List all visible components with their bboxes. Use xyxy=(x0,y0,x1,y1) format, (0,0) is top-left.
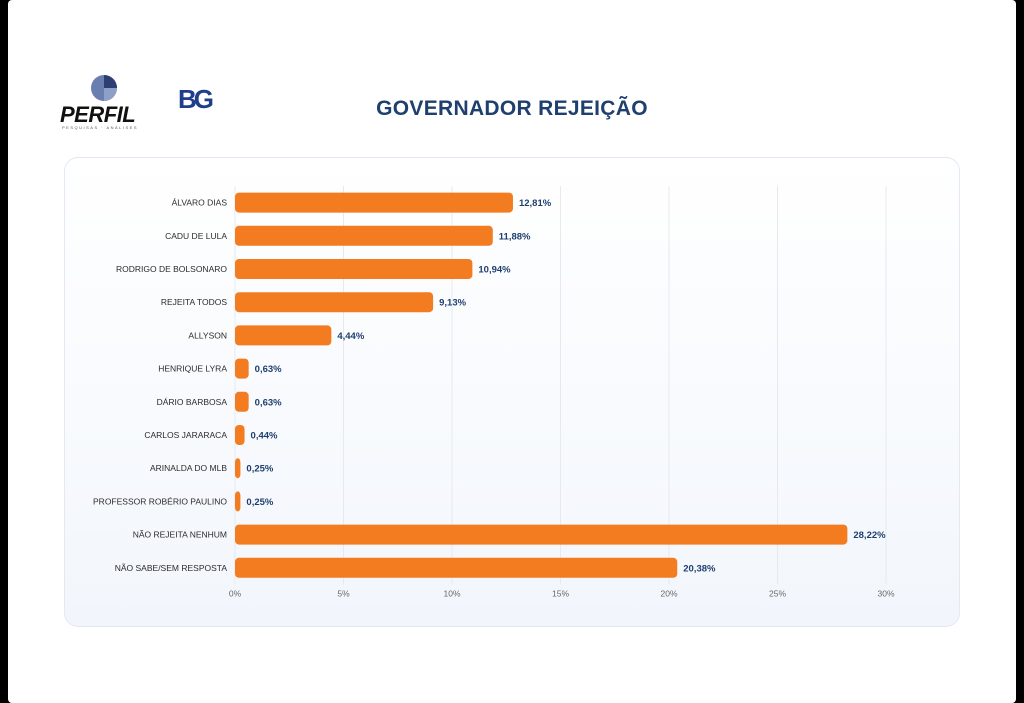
category-label: ALLYSON xyxy=(188,330,227,340)
category-label: NÃO REJEITA NENHUM xyxy=(133,530,227,540)
bar xyxy=(235,225,493,246)
x-tick-label: 15% xyxy=(552,588,569,598)
value-label: 10,94% xyxy=(478,265,511,276)
bar xyxy=(235,259,473,279)
value-label: 0,44% xyxy=(251,431,278,442)
category-label: DÁRIO BARBOSA xyxy=(157,397,228,407)
category-label: ÁLVARO DIAS xyxy=(172,198,228,208)
bar xyxy=(235,491,241,512)
x-tick-label: 25% xyxy=(769,588,786,598)
bar xyxy=(235,292,434,313)
category-label: REJEITA TODOS xyxy=(161,297,227,307)
bar-chart: 0% 5% 10% 15% 20% 25% 30% ÁLVARO DIAS 12,81% CADU… xyxy=(93,186,895,598)
value-label: 11,88% xyxy=(499,231,531,242)
value-label: 0,63% xyxy=(255,364,282,375)
bar xyxy=(235,557,678,578)
value-label: 0,63% xyxy=(255,397,282,408)
value-label: 9,13% xyxy=(439,298,466,309)
category-label: ARINALDA DO MLB xyxy=(150,463,227,473)
pie-chart-icon xyxy=(91,75,117,101)
perfil-logo-text: PERFIL xyxy=(60,102,136,127)
category-label: CARLOS JARARACA xyxy=(144,430,227,440)
bar xyxy=(235,192,513,213)
chart-title: GOVERNADOR REJEIÇÃO xyxy=(376,97,648,120)
value-label: 28,22% xyxy=(853,530,886,541)
category-label: RODRIGO DE BOLSONARO xyxy=(116,264,227,274)
x-tick-label: 20% xyxy=(660,588,677,598)
bar xyxy=(235,524,848,545)
bar xyxy=(235,358,249,379)
bar xyxy=(235,325,332,346)
x-tick-label: 10% xyxy=(443,588,460,598)
category-label: CADU DE LULA xyxy=(165,231,227,241)
category-label: PROFESSOR ROBÉRIO PAULINO xyxy=(93,496,227,506)
value-label: 0,25% xyxy=(246,497,273,508)
bar xyxy=(235,425,245,445)
x-tick-label: 30% xyxy=(877,588,894,598)
x-tick-label: 5% xyxy=(337,588,350,598)
bg-logo: BG xyxy=(178,84,214,114)
x-tick-label: 0% xyxy=(229,588,242,598)
chart-card: 0% 5% 10% 15% 20% 25% 30% ÁLVARO DIAS 12,81% CADU… xyxy=(64,157,960,627)
category-label: HENRIQUE LYRA xyxy=(158,364,227,374)
bar xyxy=(235,391,249,412)
value-label: 0,25% xyxy=(246,464,273,475)
perfil-logo: PERFIL PESQUISAS · ANÁLISES xyxy=(60,74,160,130)
perfil-tagline: PESQUISAS · ANÁLISES xyxy=(62,125,139,130)
value-label: 12,81% xyxy=(519,198,552,209)
bar xyxy=(235,458,241,479)
category-label: NÃO SABE/SEM RESPOSTA xyxy=(115,563,228,573)
value-label: 4,44% xyxy=(337,331,364,342)
value-label: 20,38% xyxy=(683,563,716,574)
